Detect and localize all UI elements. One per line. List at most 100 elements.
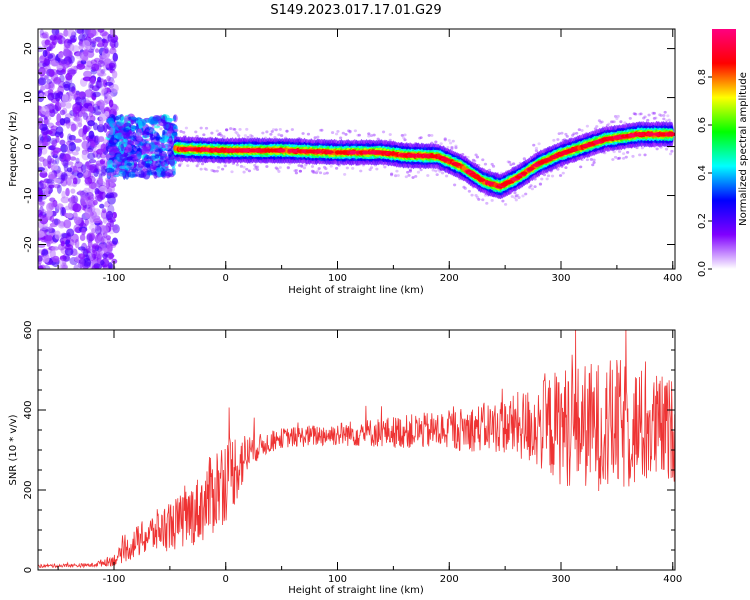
heat-cell (112, 224, 120, 234)
heat-cell (662, 117, 666, 121)
heat-cell (90, 77, 96, 85)
heat-cell (49, 197, 56, 202)
heat-cell (592, 158, 596, 162)
snr-panel: -100 0 100 200 300 400 0 200 400 600 Height of st… (8, 320, 682, 596)
heat-cell (285, 129, 289, 133)
heat-cell (408, 169, 412, 173)
heat-cell (199, 167, 203, 171)
heat-cell (74, 29, 84, 34)
heat-cell (585, 124, 589, 128)
heat-cell (310, 169, 315, 173)
heat-cell (73, 138, 83, 143)
heat-cell (343, 173, 347, 176)
heat-cell (655, 147, 659, 151)
heat-cell (38, 156, 45, 162)
snr-frame (37, 329, 676, 571)
heat-cell (462, 185, 466, 189)
heat-cell (153, 151, 158, 155)
heat-cell (48, 81, 54, 89)
heat-cell (639, 132, 646, 137)
heat-cell (438, 169, 442, 173)
heat-cell (624, 155, 628, 159)
heat-cell (86, 164, 95, 171)
heat-cell (367, 134, 371, 138)
heat-cell (516, 193, 520, 197)
heat-cell (542, 173, 547, 177)
heat-cell (101, 31, 110, 40)
heat-cell (107, 172, 116, 177)
x-tick-label: -100 (103, 574, 126, 585)
heat-cell (419, 136, 423, 139)
heat-cell (117, 167, 121, 170)
heat-cell (94, 234, 101, 244)
snr-ticks: -100 0 100 200 300 400 0 200 400 600 (23, 320, 682, 585)
heat-cell (166, 147, 170, 151)
heat-cell (253, 167, 257, 171)
heat-cell (38, 46, 44, 53)
heat-cell (55, 155, 60, 165)
heat-cell (607, 122, 611, 126)
heat-cell (100, 86, 108, 94)
heat-cell (80, 59, 87, 65)
heat-cell (538, 183, 543, 186)
heat-cell (552, 138, 556, 142)
heat-cell (156, 123, 160, 127)
heat-cell (66, 161, 74, 166)
heat-cell (642, 116, 646, 120)
x-tick-label: 400 (663, 574, 682, 585)
heat-cell (561, 171, 565, 175)
heat-cell (235, 132, 239, 136)
heat-cell (49, 215, 55, 222)
heat-cell (335, 166, 339, 170)
heat-cell (286, 166, 290, 170)
heat-cell (47, 155, 52, 165)
heat-cell (61, 190, 66, 199)
heat-cell (87, 239, 93, 249)
heat-cell (76, 116, 83, 126)
heat-cell (54, 230, 61, 240)
x-tick-label: 200 (440, 574, 459, 585)
heat-cell (72, 203, 82, 213)
heat-cell (115, 160, 119, 164)
heat-cell (302, 166, 307, 170)
colorbar: 0.0 0.2 0.4 0.6 0.8 Normalized spectral ampl… (697, 29, 749, 277)
heat-cell (46, 178, 55, 185)
heat-cell (41, 226, 51, 232)
heat-cell (102, 216, 108, 224)
heat-cell (550, 174, 555, 178)
heat-cell (96, 69, 105, 77)
heat-cell (329, 164, 333, 168)
heat-cell (229, 127, 233, 130)
heat-cell (339, 150, 347, 155)
heat-cell (123, 127, 130, 133)
heat-cell (325, 150, 334, 154)
heat-cell (88, 48, 95, 53)
heat-cell (274, 128, 278, 132)
heat-cell (202, 133, 206, 137)
heat-cell (74, 238, 80, 249)
heat-cell (56, 113, 62, 123)
heat-cell (628, 116, 632, 120)
heat-cell (51, 202, 56, 208)
heat-cell (66, 121, 75, 126)
heat-cell (659, 114, 663, 117)
heat-cell (481, 158, 485, 162)
heat-cell (159, 127, 163, 131)
heat-cell (408, 168, 412, 172)
heat-cell (512, 162, 516, 166)
heat-cell (565, 134, 569, 138)
heat-cell (63, 42, 72, 49)
heat-cell (613, 115, 618, 118)
heat-cell (63, 29, 69, 37)
heat-cell (164, 168, 174, 177)
heat-cell (96, 124, 105, 133)
heat-cell (139, 163, 143, 167)
heat-cell (162, 153, 166, 157)
heat-cell (101, 88, 107, 96)
heat-cell (52, 150, 59, 155)
heat-cell (646, 132, 655, 137)
heat-cell (98, 177, 103, 185)
heat-cell (147, 138, 151, 142)
heat-cell (652, 111, 657, 115)
